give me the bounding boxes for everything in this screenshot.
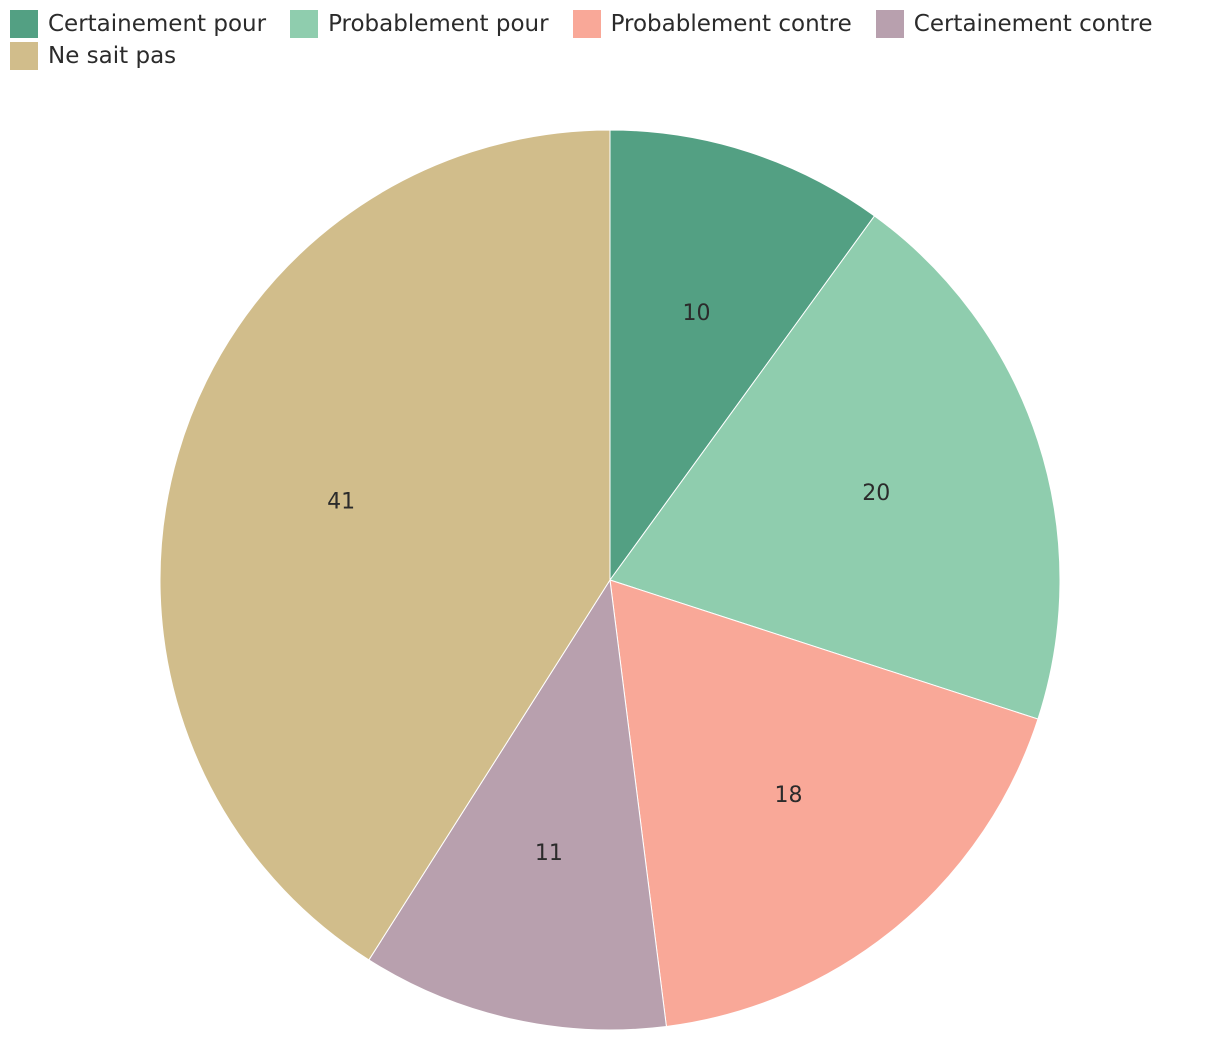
legend-label-certainement-contre: Certainement contre xyxy=(913,11,1153,37)
legend-item-certainement-pour: Certainement pour xyxy=(10,10,266,38)
legend-row-2: Ne sait pas xyxy=(10,40,1200,72)
pie-slice-certainement-pour xyxy=(609,129,876,582)
pie-slice-certainement-contre xyxy=(368,578,667,1031)
data-label-ne-sait-pas: 41 xyxy=(327,489,355,514)
legend-swatch-probablement-contre xyxy=(572,10,601,38)
pie-data-labels: 10 20 18 11 41 xyxy=(327,301,890,866)
data-label-certainement-pour: 10 xyxy=(683,301,711,326)
legend-label-ne-sait-pas: Ne sait pas xyxy=(48,43,177,69)
pie-slices xyxy=(159,129,1061,1031)
pie-slice-probablement-pour xyxy=(609,215,1061,720)
legend-swatch-ne-sait-pas xyxy=(10,42,38,70)
legend-swatch-probablement-pour xyxy=(290,10,319,38)
legend-item-probablement-pour: Probablement pour xyxy=(290,10,549,38)
legend-swatch-certainement-contre xyxy=(875,10,904,38)
legend-row-1: Certainement pour Probablement pour Prob… xyxy=(10,8,1200,40)
legend-item-certainement-contre: Certainement contre xyxy=(875,10,1153,38)
legend-label-certainement-pour: Certainement pour xyxy=(48,11,267,37)
pie-slice-ne-sait-pas xyxy=(159,129,611,961)
data-label-probablement-contre: 18 xyxy=(774,783,802,808)
data-label-probablement-pour: 20 xyxy=(862,481,890,506)
legend-label-probablement-pour: Probablement pour xyxy=(328,11,549,37)
data-label-certainement-contre: 11 xyxy=(535,841,563,866)
legend-item-ne-sait-pas: Ne sait pas xyxy=(10,42,176,70)
legend-label-probablement-contre: Probablement contre xyxy=(610,11,852,37)
legend-item-probablement-contre: Probablement contre xyxy=(572,10,852,38)
pie-slice-probablement-contre xyxy=(609,579,1039,1028)
chart-legend: Certainement pour Probablement pour Prob… xyxy=(10,8,1200,72)
legend-swatch-certainement-pour xyxy=(10,10,38,38)
